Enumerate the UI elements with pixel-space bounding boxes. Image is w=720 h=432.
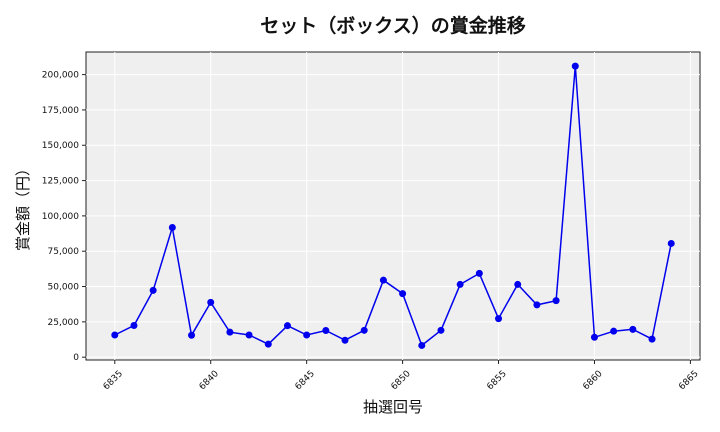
x-tick-label: 6855 [485,369,508,392]
y-tick-label: 0 [73,353,79,363]
data-point [283,322,291,330]
y-tick-label: 125,000 [42,177,79,187]
data-point [667,239,675,247]
data-point [341,336,349,344]
data-point [130,322,138,330]
x-tick-label: 6865 [677,369,700,392]
plot-area [85,51,701,361]
data-point [226,328,234,336]
data-point [456,280,464,288]
series-group [111,62,675,349]
y-tick-label: 150,000 [42,141,79,151]
x-tick-label: 6835 [102,369,125,392]
series-line [114,66,672,347]
data-point [399,290,407,298]
x-tick-label: 6850 [390,369,413,392]
data-point [590,333,598,341]
y-tick-label: 175,000 [42,106,79,116]
data-point [437,326,445,334]
chart-title: セット（ボックス）の賞金推移 [260,14,525,37]
x-axis-label: 抽選回号 [363,398,423,416]
x-axis: 6835 6840 6845 6850 6855 6860 6865 [102,360,701,392]
x-tick-label: 6845 [294,369,317,392]
data-point [495,315,503,323]
data-point [303,331,311,339]
y-axis-label: 賞金額（円） [14,161,32,251]
data-point [475,269,483,277]
data-point [188,331,196,339]
data-point [149,286,157,294]
y-tick-label: 50,000 [48,283,80,293]
x-tick-label: 6840 [198,369,221,392]
data-point [514,280,522,288]
data-point [360,326,368,334]
x-tick-label: 6860 [581,369,604,392]
data-point [379,276,387,284]
data-point [264,340,272,348]
data-point [571,62,579,70]
data-point [322,326,330,334]
data-point [648,335,656,343]
grid [86,52,700,360]
data-point [629,325,637,333]
data-point [207,298,215,306]
data-point [245,331,253,339]
data-point [552,297,560,305]
y-tick-label: 200,000 [42,71,79,81]
y-tick-label: 25,000 [48,318,80,328]
data-point [533,301,541,309]
data-point [610,327,618,335]
y-axis: 0 25,000 50,000 75,000 100,000 125,000 150,000… [42,71,86,363]
data-point [168,223,176,231]
data-point [111,331,119,339]
y-tick-label: 75,000 [48,247,80,257]
y-tick-label: 100,000 [42,212,79,222]
data-point [418,341,426,349]
